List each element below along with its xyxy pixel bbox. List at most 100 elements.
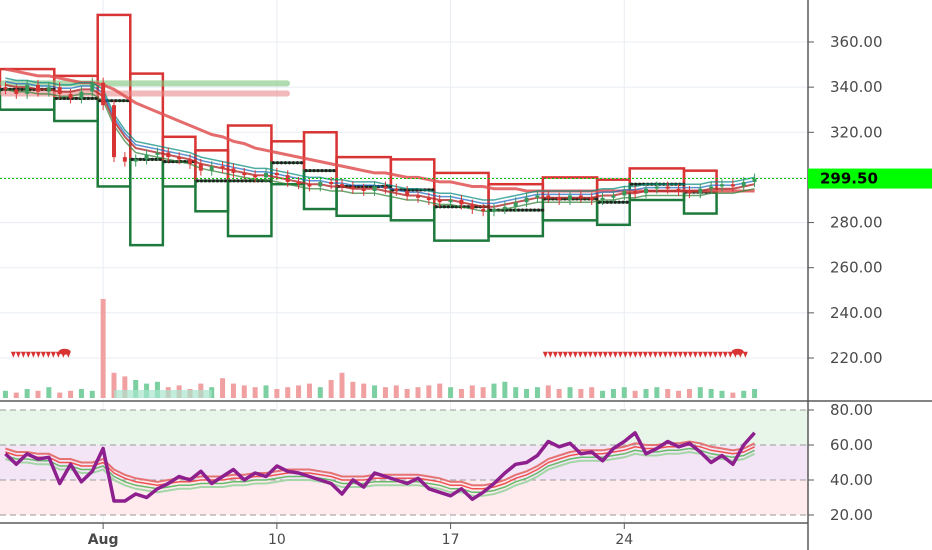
volume-bar	[415, 387, 421, 398]
level-dot	[312, 169, 316, 173]
level-dot	[90, 96, 94, 101]
volume-bar	[328, 380, 334, 398]
candle-body[interactable]	[68, 93, 73, 99]
volume-bar	[578, 389, 584, 398]
candle-body[interactable]	[654, 186, 659, 189]
candle-body[interactable]	[698, 188, 703, 194]
volume-bar	[556, 389, 562, 398]
candle-body[interactable]	[676, 188, 681, 191]
candle-body[interactable]	[665, 186, 670, 189]
candle-body[interactable]	[513, 202, 518, 207]
candle-body[interactable]	[741, 181, 746, 187]
level-dot	[304, 169, 308, 173]
candle-body[interactable]	[3, 87, 8, 90]
candle-body[interactable]	[600, 197, 605, 200]
candle-body[interactable]	[144, 154, 149, 160]
candle-body[interactable]	[459, 200, 464, 205]
signal-triangle	[627, 351, 633, 358]
candle-body[interactable]	[361, 188, 366, 191]
candle-body[interactable]	[372, 186, 377, 191]
volume-zone	[114, 390, 212, 398]
candle-body[interactable]	[57, 87, 62, 94]
time-axis-ticks[interactable]: Aug 10 17 24	[88, 523, 634, 548]
candle-body[interactable]	[524, 197, 529, 203]
candle-body[interactable]	[448, 200, 453, 203]
candle-body[interactable]	[437, 200, 442, 203]
level-dot	[308, 169, 312, 173]
candle-body[interactable]	[426, 197, 431, 200]
candle-body[interactable]	[720, 184, 724, 187]
candle-body[interactable]	[350, 186, 355, 189]
candle-body[interactable]	[318, 181, 323, 187]
candle-body[interactable]	[274, 172, 279, 176]
candle-body[interactable]	[589, 197, 594, 200]
volume-bar	[350, 381, 356, 398]
level-dot	[122, 99, 126, 103]
candle-body[interactable]	[188, 159, 192, 164]
candle-body[interactable]	[209, 166, 214, 171]
candle-body[interactable]	[90, 82, 95, 92]
candle-body[interactable]	[14, 89, 19, 94]
candle-body[interactable]	[329, 181, 334, 185]
level-dot	[167, 160, 171, 164]
volume-bar	[339, 372, 345, 398]
candle-body[interactable]	[296, 181, 301, 185]
price-axis-bg[interactable]	[808, 0, 932, 550]
candle-body[interactable]	[253, 175, 258, 178]
candle-body[interactable]	[546, 195, 551, 198]
candle-body[interactable]	[383, 186, 388, 189]
rsi-tick-label: 40.00	[830, 471, 873, 489]
candle-body[interactable]	[307, 184, 312, 187]
candle-body[interactable]	[36, 84, 40, 92]
candle-body[interactable]	[470, 204, 475, 210]
candle-body[interactable]	[709, 186, 714, 189]
candle-body[interactable]	[220, 166, 225, 169]
candle-body[interactable]	[198, 163, 203, 171]
rsi-tick-label: 60.00	[830, 436, 873, 454]
candle-body[interactable]	[611, 195, 616, 198]
signal-triangle	[35, 351, 41, 358]
candle-body[interactable]	[730, 184, 735, 187]
candle-body[interactable]	[578, 195, 583, 198]
candle-body[interactable]	[166, 152, 171, 158]
candle-body[interactable]	[557, 197, 562, 200]
candle-body[interactable]	[122, 157, 127, 162]
candle-body[interactable]	[622, 190, 627, 196]
candle-body[interactable]	[133, 159, 138, 162]
signal-triangle	[10, 351, 16, 358]
candle-body[interactable]	[285, 175, 290, 182]
price-candles[interactable]	[3, 77, 757, 217]
candle-body[interactable]	[405, 190, 410, 196]
candle-body[interactable]	[394, 188, 399, 191]
candle-body[interactable]	[231, 168, 236, 173]
time-tick-label: 24	[615, 532, 633, 548]
candle-body[interactable]	[416, 195, 420, 198]
candle-body[interactable]	[177, 157, 182, 160]
candle-body[interactable]	[155, 152, 160, 155]
volume-bar	[154, 381, 160, 398]
candle-body[interactable]	[242, 172, 247, 176]
candle-body[interactable]	[46, 87, 51, 92]
candle-body[interactable]	[633, 190, 638, 194]
signal-triangle	[607, 351, 613, 358]
volume-bar	[241, 385, 247, 398]
candle-body[interactable]	[79, 91, 84, 99]
candle-body[interactable]	[687, 190, 692, 194]
candle-body[interactable]	[644, 188, 648, 194]
candle-body[interactable]	[752, 178, 757, 182]
signal-triangle	[682, 351, 688, 358]
candle-body[interactable]	[492, 209, 496, 212]
candle-body[interactable]	[340, 184, 344, 187]
candle-body[interactable]	[502, 206, 507, 210]
candle-body[interactable]	[101, 82, 106, 106]
volume-bar	[252, 387, 258, 398]
candle-body[interactable]	[25, 84, 30, 94]
level-dot	[110, 99, 114, 103]
candle-body[interactable]	[481, 209, 486, 212]
candle-body[interactable]	[535, 195, 540, 198]
candle-body[interactable]	[568, 195, 572, 200]
volume-bar	[654, 387, 660, 398]
candle-body[interactable]	[112, 105, 116, 158]
candle-body[interactable]	[264, 172, 268, 178]
